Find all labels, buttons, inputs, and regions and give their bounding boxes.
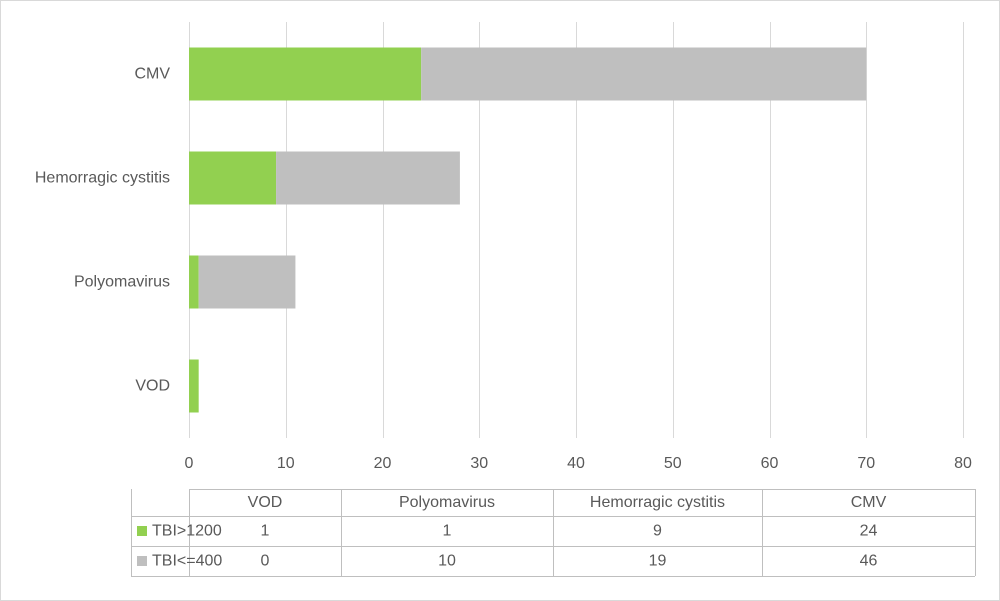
table-value-cell: 0	[261, 553, 270, 570]
legend-key-swatch	[137, 556, 147, 566]
legend-key-label: TBI>1200	[152, 523, 222, 540]
category-label: Hemorragic cystitis	[35, 170, 170, 187]
table-value-cell: 46	[860, 553, 878, 570]
category-label: VOD	[135, 378, 170, 395]
tick-label: 0	[185, 455, 194, 472]
tick-label: 50	[664, 455, 682, 472]
category-label: Polyomavirus	[74, 274, 170, 291]
table-header-cell: CMV	[851, 494, 887, 511]
legend-key-label: TBI<=400	[152, 553, 222, 570]
tick-label: 70	[857, 455, 875, 472]
bar-polyomavirus-series-0	[189, 255, 199, 309]
table-value-cell: 24	[860, 523, 878, 540]
tick-label: 80	[954, 455, 972, 472]
bars	[189, 47, 867, 413]
tick-label: 30	[470, 455, 488, 472]
legend-key-swatch	[137, 526, 147, 536]
data-table: VOD Polyomavirus Hemorragic cystitis CMV TBI…	[131, 489, 976, 577]
table-value-cell: 1	[261, 523, 270, 540]
bar-hemorragic-cystitis-series-1	[276, 151, 460, 205]
bar-cmv-series-1	[421, 47, 867, 101]
table-header-cell: Hemorragic cystitis	[590, 494, 725, 511]
tick-label: 60	[761, 455, 779, 472]
table-header-cell: VOD	[248, 494, 283, 511]
bar-cmv-series-0	[189, 47, 422, 101]
tick-label: 10	[277, 455, 295, 472]
table-value-cell: 9	[653, 523, 662, 540]
category-axis: VOD Polyomavirus Hemorragic cystitis CMV	[35, 66, 170, 395]
bar-vod-series-0	[189, 359, 199, 413]
bar-hemorragic-cystitis-series-0	[189, 151, 277, 205]
table-header-cell: Polyomavirus	[399, 494, 495, 511]
value-axis: 0 10 20 30 40 50 60 70 80	[185, 455, 972, 472]
tick-label: 20	[374, 455, 392, 472]
table-value-cell: 19	[649, 553, 667, 570]
category-label: CMV	[134, 66, 170, 83]
table-value-cell: 1	[443, 523, 452, 540]
bar-polyomavirus-series-1	[198, 255, 296, 309]
table-value-cell: 10	[438, 553, 456, 570]
tick-label: 40	[567, 455, 585, 472]
